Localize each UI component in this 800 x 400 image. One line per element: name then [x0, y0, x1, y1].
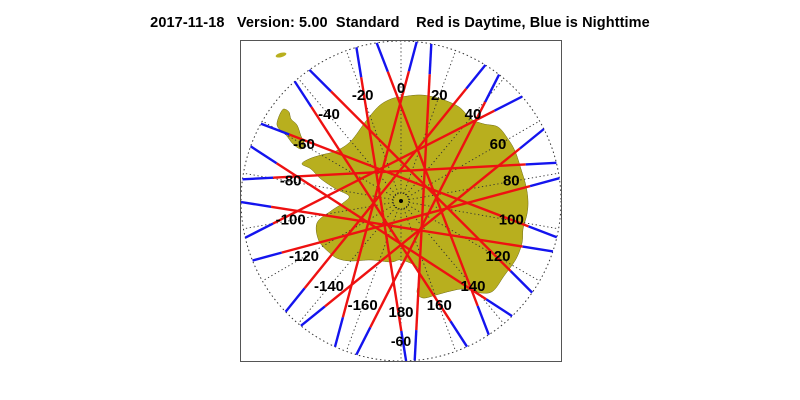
svg-text:160: 160: [427, 297, 452, 314]
svg-text:0: 0: [397, 80, 405, 97]
svg-text:80: 80: [503, 173, 520, 190]
svg-text:60: 60: [490, 136, 507, 153]
svg-text:180: 180: [388, 304, 413, 321]
svg-text:140: 140: [460, 278, 485, 295]
svg-text:-160: -160: [348, 297, 378, 314]
svg-text:-80: -80: [280, 173, 302, 190]
svg-text:-120: -120: [289, 248, 319, 265]
svg-text:-60: -60: [293, 136, 315, 153]
svg-text:-60: -60: [391, 333, 411, 349]
svg-text:-140: -140: [314, 278, 344, 295]
svg-text:20: 20: [431, 87, 448, 104]
svg-text:40: 40: [465, 106, 482, 123]
svg-text:100: 100: [499, 211, 524, 228]
svg-text:-20: -20: [352, 87, 374, 104]
svg-text:-40: -40: [318, 106, 340, 123]
svg-text:120: 120: [485, 248, 510, 265]
svg-text:-100: -100: [276, 211, 306, 228]
